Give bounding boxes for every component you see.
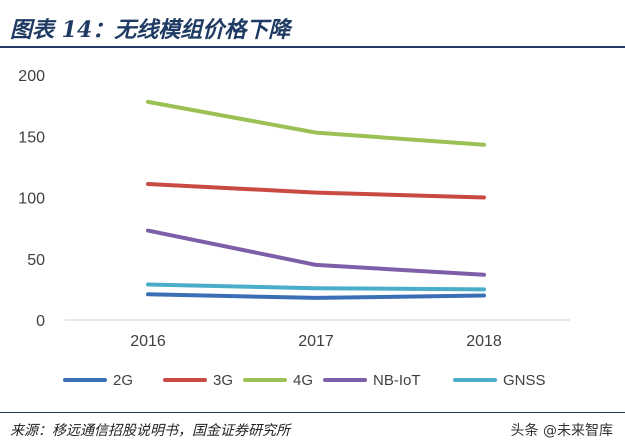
x-tick-label: 2017 (298, 333, 334, 350)
series-lines (146, 99, 486, 300)
y-tick-label: 100 (18, 191, 45, 208)
x-axis: 2016 2017 2018 (65, 319, 570, 350)
legend: 2G 3G 4G NB-IoT GNSS (63, 372, 546, 389)
footer-divider (0, 412, 625, 413)
series-line-2g (146, 292, 486, 300)
y-tick-label: 150 (18, 129, 45, 146)
legend-label-4g: 4G (293, 372, 313, 389)
series-line-nb-iot (146, 228, 486, 277)
series-line-4g (146, 99, 486, 147)
header-divider (0, 46, 625, 48)
y-tick-label: 50 (27, 252, 45, 269)
legend-label-nb-iot: NB-IoT (373, 372, 421, 389)
source-note: 来源：移远通信招股说明书，国金证券研究所 (10, 423, 290, 439)
line-chart: 0 50 100 150 200 2016 2017 2018 2G 3G 4G NB-IoT GN… (18, 68, 570, 389)
y-axis: 0 50 100 150 200 (18, 68, 45, 330)
y-tick-label: 0 (36, 313, 45, 330)
series-line-gnss (146, 282, 486, 292)
legend-label-2g: 2G (113, 372, 133, 389)
x-tick-label: 2018 (466, 333, 502, 350)
legend-label-3g: 3G (213, 372, 233, 389)
watermark: 头条 @未来智库 (510, 423, 613, 439)
y-tick-label: 200 (18, 68, 45, 85)
series-line-3g (146, 182, 486, 200)
x-tick-label: 2016 (130, 333, 166, 350)
legend-label-gnss: GNSS (503, 372, 546, 389)
figure-header: 图表 14：无线模组价格下降 (0, 0, 625, 50)
figure-title: 图表 14：无线模组价格下降 (10, 17, 291, 43)
